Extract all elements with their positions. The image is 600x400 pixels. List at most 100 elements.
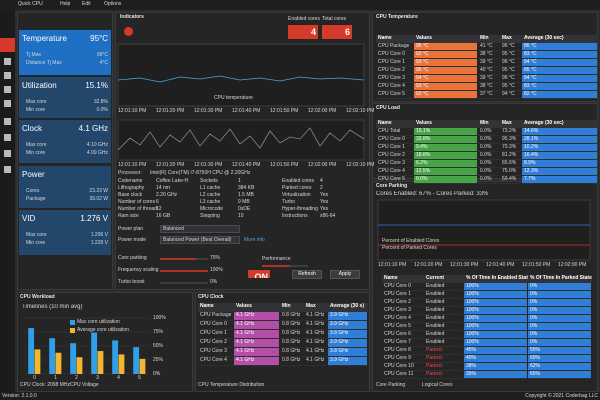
column-header[interactable]: Min	[478, 120, 500, 128]
slider[interactable]	[160, 267, 208, 275]
table-cell: 0.0%	[478, 136, 499, 144]
nav-home[interactable]	[0, 38, 15, 52]
table-cell: 65%	[528, 371, 591, 379]
time-label: 12:02:10 PM	[346, 108, 375, 114]
table-cell: CPU Core 3	[376, 160, 413, 168]
apply-button[interactable]: Apply	[330, 270, 360, 279]
column-header[interactable]: Name	[382, 275, 424, 283]
slider-value: 0%	[210, 279, 218, 285]
table-cell: 4.1 GHz	[304, 321, 327, 330]
digit-display: 6	[322, 25, 352, 39]
x-tick-label: 3	[96, 375, 99, 381]
table-cell: 84 °C	[522, 59, 597, 67]
power-plan-select[interactable]: Balanced	[160, 225, 240, 233]
table-cell: 0.0%	[478, 160, 499, 168]
table-cell: 0.0%	[478, 176, 499, 184]
performance-label: Performance	[262, 256, 291, 262]
info-label: Microcode	[200, 206, 224, 212]
version: Version: 2.1.0.0	[2, 393, 37, 399]
card-value: 15.1%	[85, 81, 108, 90]
table-cell: CPU Core 4	[382, 315, 423, 323]
metric-card[interactable]	[19, 30, 111, 75]
table-cell: 60%	[528, 355, 591, 363]
table-cell: 100%	[464, 331, 527, 339]
column-header[interactable]: Max	[500, 35, 522, 43]
table-cell: 83 °C	[522, 83, 597, 91]
table-cell: CPU Core 10	[382, 363, 423, 371]
table-cell: 100%	[464, 323, 527, 331]
table-cell: 94 °C	[500, 91, 521, 99]
card-row-value: 39.02 W	[89, 196, 108, 202]
column-header[interactable]: Min	[280, 303, 304, 312]
panel-footer[interactable]: Logical Cores	[422, 382, 453, 388]
table-cell: 4.1 GHz	[234, 339, 279, 348]
table-cell: 0.8 GHz	[280, 348, 303, 357]
toggle[interactable]: ON	[248, 270, 270, 278]
panel-footer[interactable]: CPU Voltage	[70, 382, 99, 388]
metric-card[interactable]	[19, 77, 111, 118]
panel	[17, 292, 193, 392]
table-cell: 65.6%	[500, 160, 521, 168]
menu-item[interactable]: Edit	[82, 1, 91, 7]
column-header[interactable]: Average (30 sec)	[522, 120, 598, 128]
info-value: 6	[156, 199, 159, 205]
table-cell: 16.4%	[522, 152, 597, 160]
table-cell: 15.1%	[414, 128, 477, 136]
table-cell: 0%	[528, 283, 591, 291]
column-header[interactable]: Average (30 sec)	[522, 35, 598, 43]
menu-item[interactable]: Help	[60, 1, 71, 7]
slider[interactable]	[160, 255, 208, 263]
panel-footer[interactable]: Core Parking	[376, 382, 406, 388]
panel-footer[interactable]: CPU Clock: 2098 MHz	[20, 382, 70, 388]
slider[interactable]	[160, 279, 208, 287]
column-header[interactable]: Values	[414, 120, 478, 128]
column-header[interactable]: Name	[376, 35, 414, 43]
table-cell: 38 °C	[478, 83, 499, 91]
panel-footer[interactable]: CPU Temperature Distribution	[198, 382, 265, 388]
column-header[interactable]: Average (30 s)	[328, 303, 368, 312]
table-cell: CPU Core 1	[382, 291, 423, 299]
card-title: Power	[22, 170, 45, 179]
info-label: Base clock	[118, 192, 143, 198]
time-label: 12:01:10 PM	[118, 162, 147, 168]
card-title: Temperature	[22, 34, 67, 43]
column-header[interactable]: Name	[198, 303, 234, 312]
card-row-value: 23.23 W	[89, 188, 108, 194]
column-header[interactable]: Name	[376, 120, 414, 128]
metric-card[interactable]	[19, 210, 111, 255]
metric-card[interactable]	[19, 166, 111, 208]
table-cell: 85 °C	[522, 67, 597, 75]
info-value: 16 GB	[156, 213, 171, 219]
info-label: Stepping	[200, 213, 220, 219]
table-cell: Enabled	[424, 299, 463, 307]
table-cell: 38%	[464, 363, 527, 371]
info-value: Intel(R) Core(TM) i7-8750H CPU @ 2.20GHz	[150, 170, 251, 176]
column-header[interactable]: % Of Time In Parked State	[528, 275, 592, 283]
table-cell: 8.9%	[522, 160, 597, 168]
time-label: 12:02:00 PM	[308, 108, 337, 114]
menu-item[interactable]: Options	[104, 1, 122, 7]
table-cell: 0.0%	[414, 176, 477, 184]
card-row-label: Max core	[26, 142, 47, 148]
table-cell: 0%	[528, 323, 591, 331]
info-value: 10	[238, 213, 244, 219]
column-header[interactable]: % Of Time In Enabled State	[464, 275, 528, 283]
table-cell: 100%	[464, 283, 527, 291]
column-header[interactable]: Values	[234, 303, 280, 312]
info-label: Number of cores	[118, 199, 155, 205]
table-cell: CPU Core 5	[382, 323, 423, 331]
metric-card[interactable]	[19, 120, 111, 163]
column-header[interactable]: Values	[414, 35, 478, 43]
info-label: Ram size	[118, 213, 139, 219]
time-label: 12:01:20 PM	[156, 162, 185, 168]
column-header[interactable]: Min	[478, 35, 500, 43]
column-header[interactable]: Max	[304, 303, 328, 312]
refresh-button[interactable]: Refresh	[292, 270, 322, 279]
power-mode-select[interactable]: Balanced Power (Best Overall)	[160, 236, 240, 244]
more-info-link[interactable]: More info	[244, 237, 265, 243]
column-header[interactable]: Current	[424, 275, 464, 283]
column-header[interactable]: Max	[500, 120, 522, 128]
table-cell: 92 °C	[414, 91, 477, 99]
table-cell: Enabled	[424, 291, 463, 299]
table-cell: CPU Core 5	[376, 91, 413, 99]
